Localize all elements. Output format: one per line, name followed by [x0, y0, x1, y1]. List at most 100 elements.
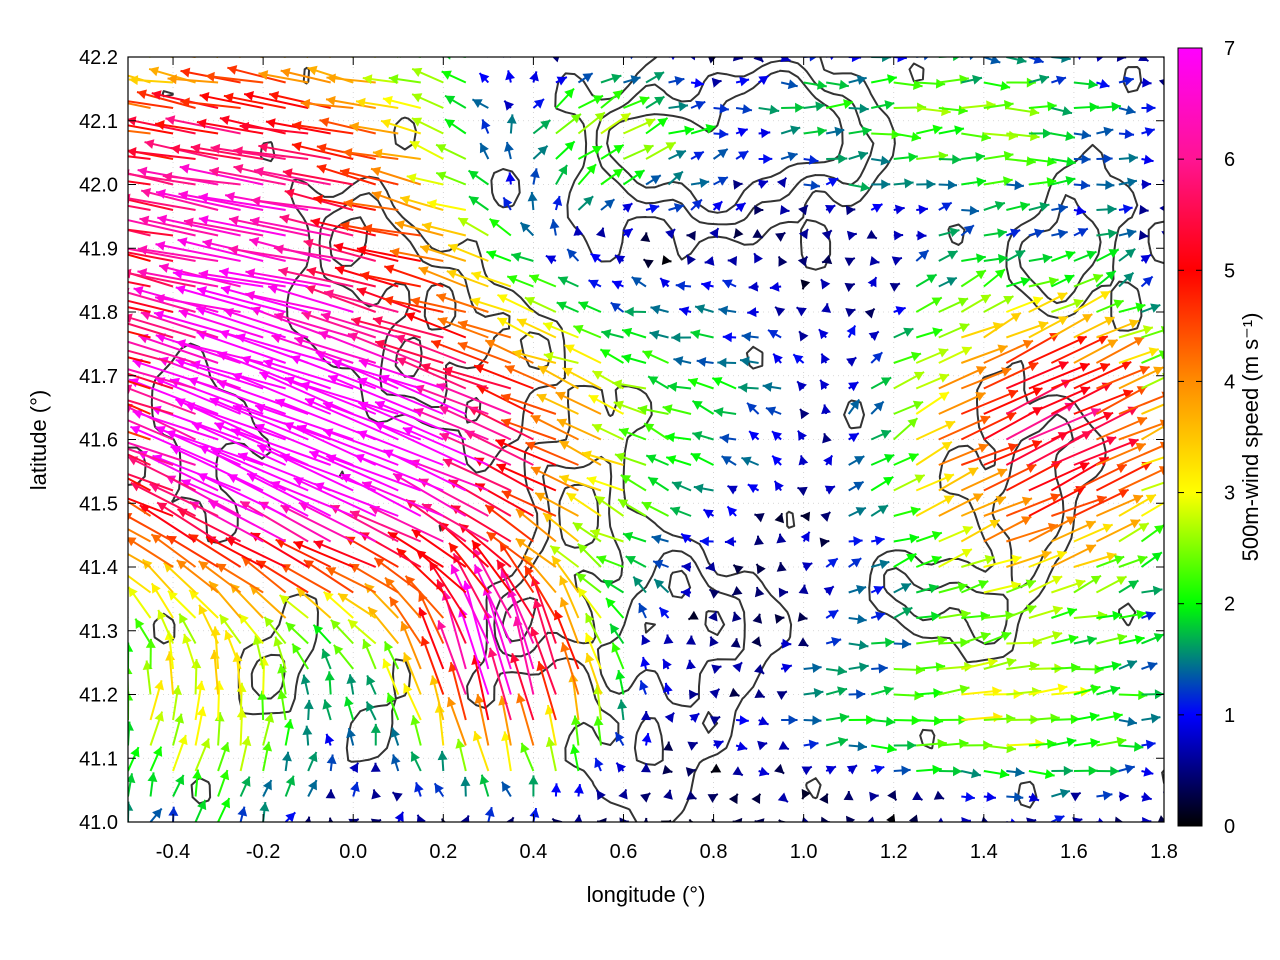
- wind-vector-head: [128, 384, 133, 394]
- wind-vector: [418, 591, 445, 644]
- wind-vector-head: [1026, 156, 1036, 167]
- wind-vector-head: [908, 152, 918, 163]
- wind-vector-head: [1014, 767, 1025, 778]
- wind-vector: [1163, 795, 1164, 797]
- wind-vector-head: [1079, 386, 1091, 396]
- wind-vector: [383, 265, 444, 288]
- wind-vector-head: [324, 289, 335, 300]
- wind-vector: [197, 472, 287, 517]
- wind-vector: [128, 380, 151, 390]
- wind-vector: [1005, 460, 1063, 492]
- wind-vector-head: [442, 458, 454, 468]
- wind-vector-head: [1051, 575, 1063, 585]
- wind-vector-head: [576, 573, 587, 583]
- wind-vector: [239, 500, 309, 543]
- wind-vector-head: [874, 764, 885, 775]
- wind-vector: [128, 229, 151, 237]
- wind-vector-head: [800, 531, 810, 543]
- wind-vector-head: [1057, 316, 1069, 326]
- wind-vector-head: [859, 662, 869, 673]
- wind-vector: [457, 342, 512, 364]
- wind-vector-head: [1065, 250, 1076, 260]
- wind-vector-head: [552, 555, 562, 567]
- wind-vector-head: [588, 395, 599, 404]
- wind-vector-head: [971, 768, 981, 779]
- wind-vector-head: [1125, 105, 1136, 115]
- wind-vector: [128, 378, 219, 415]
- wind-vector-head: [274, 311, 285, 322]
- wind-vector-head: [316, 143, 327, 154]
- wind-vector-head: [420, 244, 431, 254]
- wind-vector-head: [827, 177, 839, 187]
- wind-vector-head: [603, 579, 614, 589]
- wind-vector: [128, 349, 174, 364]
- wind-vector-head: [117, 215, 127, 225]
- wind-vector-head: [711, 77, 722, 88]
- wind-vector: [250, 198, 331, 211]
- wind-vector: [128, 198, 174, 211]
- wind-vector: [190, 145, 264, 160]
- wind-vector-head: [330, 619, 341, 630]
- wind-vector-head: [322, 699, 333, 710]
- wind-vector-head: [420, 363, 431, 373]
- wind-vector: [128, 155, 151, 160]
- wind-vector-head: [1143, 154, 1154, 165]
- wind-vector-head: [237, 806, 248, 817]
- y-tick-label: 41.9: [79, 238, 118, 260]
- wind-vector: [327, 374, 422, 415]
- wind-vector-head: [738, 151, 749, 161]
- wind-vector-head: [1105, 270, 1116, 281]
- wind-vector-head: [501, 731, 511, 742]
- wind-vector-head: [831, 636, 842, 647]
- wind-vector-head: [732, 817, 743, 822]
- wind-vector-head: [241, 776, 251, 787]
- wind-vector-head: [319, 117, 330, 128]
- wind-vector-head: [151, 583, 161, 594]
- wind-vector-head: [1055, 75, 1067, 86]
- wind-vector: [301, 311, 377, 339]
- wind-vector: [1050, 335, 1109, 364]
- colorbar-tick-label: 3: [1224, 483, 1235, 505]
- wind-vector-head: [1026, 464, 1037, 474]
- wind-vector-head: [780, 57, 791, 63]
- wind-vector-head: [821, 816, 830, 822]
- wind-vector-head: [933, 715, 944, 726]
- wind-vector: [177, 238, 264, 262]
- wind-vector-head: [300, 674, 311, 685]
- wind-vector-head: [917, 102, 927, 113]
- wind-vector-head: [72, 344, 82, 354]
- wind-vector-head: [500, 393, 512, 403]
- wind-vector: [1163, 132, 1164, 134]
- wind-vector-head: [1166, 128, 1176, 137]
- wind-vector-head: [891, 256, 902, 266]
- wind-vector: [128, 208, 129, 210]
- wind-vector-head: [797, 381, 807, 392]
- wind-vector-head: [952, 154, 962, 165]
- wind-vector-head: [370, 762, 381, 772]
- wind-vector-head: [1169, 741, 1179, 751]
- wind-vector-head: [1052, 630, 1063, 641]
- wind-vector-head: [978, 443, 989, 453]
- wind-vector-head: [1107, 204, 1117, 215]
- wind-vector-head: [978, 579, 989, 590]
- wind-vector-head: [591, 146, 603, 155]
- wind-vector-head: [1121, 361, 1132, 371]
- colorbar-tick-label: 5: [1224, 260, 1235, 282]
- wind-vector-head: [908, 814, 918, 822]
- wind-vector: [1028, 485, 1086, 517]
- wind-vector-head: [1076, 335, 1087, 345]
- wind-vector-head: [274, 244, 284, 255]
- wind-vector-head: [756, 563, 766, 575]
- wind-vector-head: [362, 639, 372, 650]
- wind-vector-head: [961, 816, 971, 822]
- wind-vector-head: [460, 776, 471, 787]
- wind-vector-head: [1150, 303, 1161, 313]
- wind-vector-head: [372, 148, 383, 159]
- wind-vector-head: [264, 616, 275, 628]
- wind-vector: [415, 57, 421, 58]
- wind-vector-head: [990, 57, 1001, 65]
- wind-vector: [473, 654, 490, 721]
- wind-vector: [128, 330, 151, 339]
- wind-vector-head: [910, 506, 921, 517]
- wind-vector: [500, 568, 535, 644]
